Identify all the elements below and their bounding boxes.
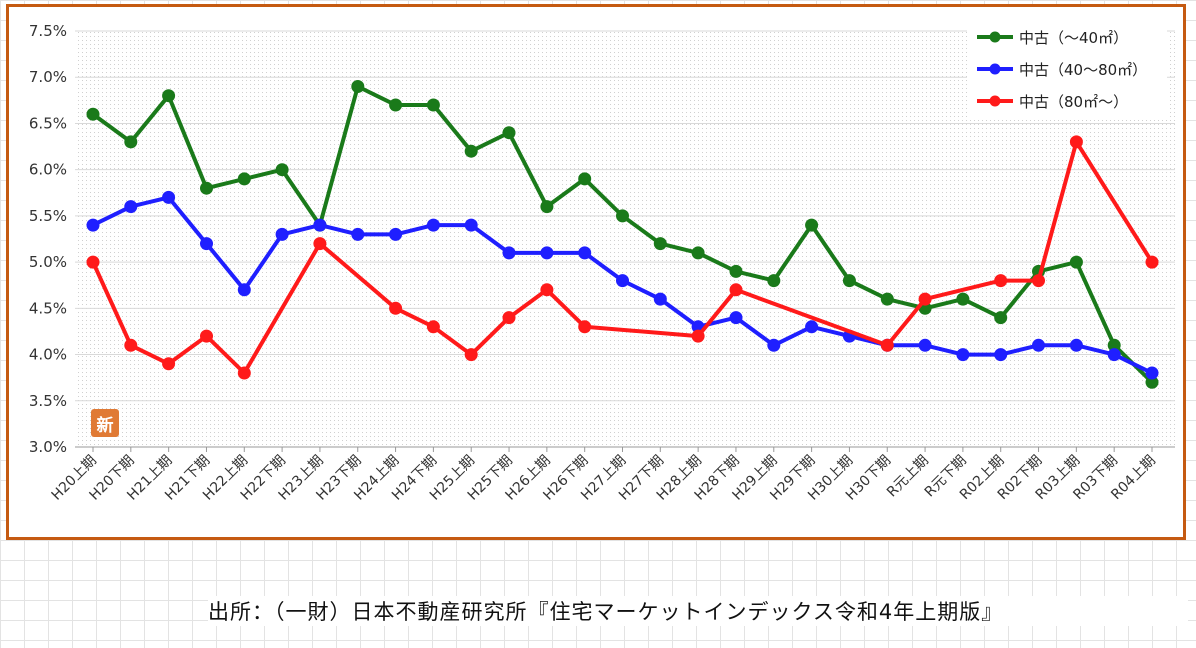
data-point xyxy=(351,80,365,93)
data-point xyxy=(767,338,781,352)
y-tick-label: 6.5% xyxy=(29,114,67,132)
data-point xyxy=(578,246,592,260)
data-point xyxy=(464,144,478,158)
series-lines xyxy=(86,80,1159,389)
legend-marker xyxy=(989,31,1001,43)
data-point xyxy=(162,357,176,371)
data-point xyxy=(351,227,365,241)
data-point xyxy=(729,311,743,325)
data-point xyxy=(86,255,100,269)
y-tick-label: 4.0% xyxy=(29,346,67,364)
data-point xyxy=(540,246,554,260)
data-point xyxy=(918,292,932,306)
data-point xyxy=(956,292,970,306)
data-point xyxy=(275,163,289,177)
y-tick-label: 4.5% xyxy=(29,299,67,317)
data-point xyxy=(1145,375,1159,389)
data-point xyxy=(1032,338,1045,352)
data-point xyxy=(805,320,819,334)
data-point xyxy=(124,338,138,352)
data-point xyxy=(200,329,213,343)
data-point xyxy=(502,126,516,140)
series-line xyxy=(91,139,1154,375)
data-point xyxy=(880,292,894,306)
logo-stamp: 新 xyxy=(91,409,119,437)
data-point xyxy=(464,218,478,232)
data-point xyxy=(994,348,1008,362)
chart-frame: 3.0% 3.5% 4.0% 4.5% 5.0% 5.5% 6.0% 6.5% 7.0% 7.5%… xyxy=(6,4,1186,540)
legend-marker xyxy=(989,95,1001,107)
data-point xyxy=(389,301,403,315)
data-point xyxy=(994,311,1008,325)
data-point xyxy=(162,89,176,103)
line-chart: 3.0% 3.5% 4.0% 4.5% 5.0% 5.5% 6.0% 6.5% 7.0% 7.5%… xyxy=(29,22,1175,504)
data-point xyxy=(1069,135,1083,149)
data-point xyxy=(200,237,213,251)
data-point xyxy=(200,181,213,195)
data-point xyxy=(653,237,667,251)
data-point xyxy=(616,274,629,288)
y-tick-label: 7.0% xyxy=(29,68,67,86)
data-point xyxy=(389,227,403,241)
data-point xyxy=(502,311,516,325)
legend-label: 中古（～40㎡） xyxy=(1019,29,1128,47)
data-point xyxy=(880,338,894,352)
data-point xyxy=(842,274,856,288)
data-point xyxy=(389,98,403,112)
data-point xyxy=(729,283,743,297)
data-point xyxy=(956,348,970,362)
data-point xyxy=(540,200,554,214)
data-point xyxy=(994,274,1008,288)
data-point xyxy=(426,218,440,232)
data-point xyxy=(918,338,932,352)
data-point xyxy=(464,348,478,362)
data-point xyxy=(578,320,592,334)
data-point xyxy=(313,237,327,251)
data-point xyxy=(426,320,440,334)
x-axis-ticks: H20上期H20下期H21上期H21下期H22上期H22下期H23上期H23下期… xyxy=(49,447,1159,504)
data-point xyxy=(237,283,251,297)
data-point xyxy=(237,366,251,380)
data-point xyxy=(502,246,516,260)
y-tick-label: 7.5% xyxy=(29,22,67,40)
data-point xyxy=(578,172,592,186)
data-point xyxy=(1069,338,1083,352)
legend: 中古（～40㎡） 中古（40～80㎡） 中古（80㎡～） xyxy=(967,22,1167,120)
data-point xyxy=(1069,255,1083,269)
data-point xyxy=(1145,366,1159,380)
data-point xyxy=(275,227,289,241)
data-point xyxy=(426,98,440,112)
data-point xyxy=(691,329,705,343)
y-axis-ticks: 3.0% 3.5% 4.0% 4.5% 5.0% 5.5% 6.0% 6.5% 7.0% 7.5% xyxy=(29,22,67,456)
legend-label: 中古（40～80㎡） xyxy=(1019,61,1147,79)
data-point xyxy=(313,218,327,232)
data-point xyxy=(124,200,138,214)
data-point xyxy=(1107,348,1121,362)
y-tick-label: 3.5% xyxy=(29,392,67,410)
y-tick-label: 5.0% xyxy=(29,253,67,271)
data-point xyxy=(1107,338,1121,352)
data-point xyxy=(805,218,819,232)
data-point xyxy=(237,172,251,186)
data-point xyxy=(540,283,554,297)
legend-marker xyxy=(989,63,1001,75)
y-tick-label: 6.0% xyxy=(29,161,67,179)
y-tick-label: 3.0% xyxy=(29,438,67,456)
data-point xyxy=(767,274,781,288)
data-point xyxy=(691,246,705,260)
data-point xyxy=(1145,255,1159,269)
data-point xyxy=(86,218,100,232)
data-point xyxy=(616,209,629,223)
y-tick-label: 5.5% xyxy=(29,207,67,225)
data-point xyxy=(124,135,138,149)
data-point xyxy=(653,292,667,306)
legend-label: 中古（80㎡～） xyxy=(1019,93,1128,111)
data-point xyxy=(729,264,743,278)
data-point xyxy=(86,107,100,121)
data-point xyxy=(1032,274,1045,288)
source-note: 出所：（一財）日本不動産研究所『住宅マーケットインデックス令和4年上期版』 xyxy=(208,596,1188,626)
data-point xyxy=(162,190,176,204)
